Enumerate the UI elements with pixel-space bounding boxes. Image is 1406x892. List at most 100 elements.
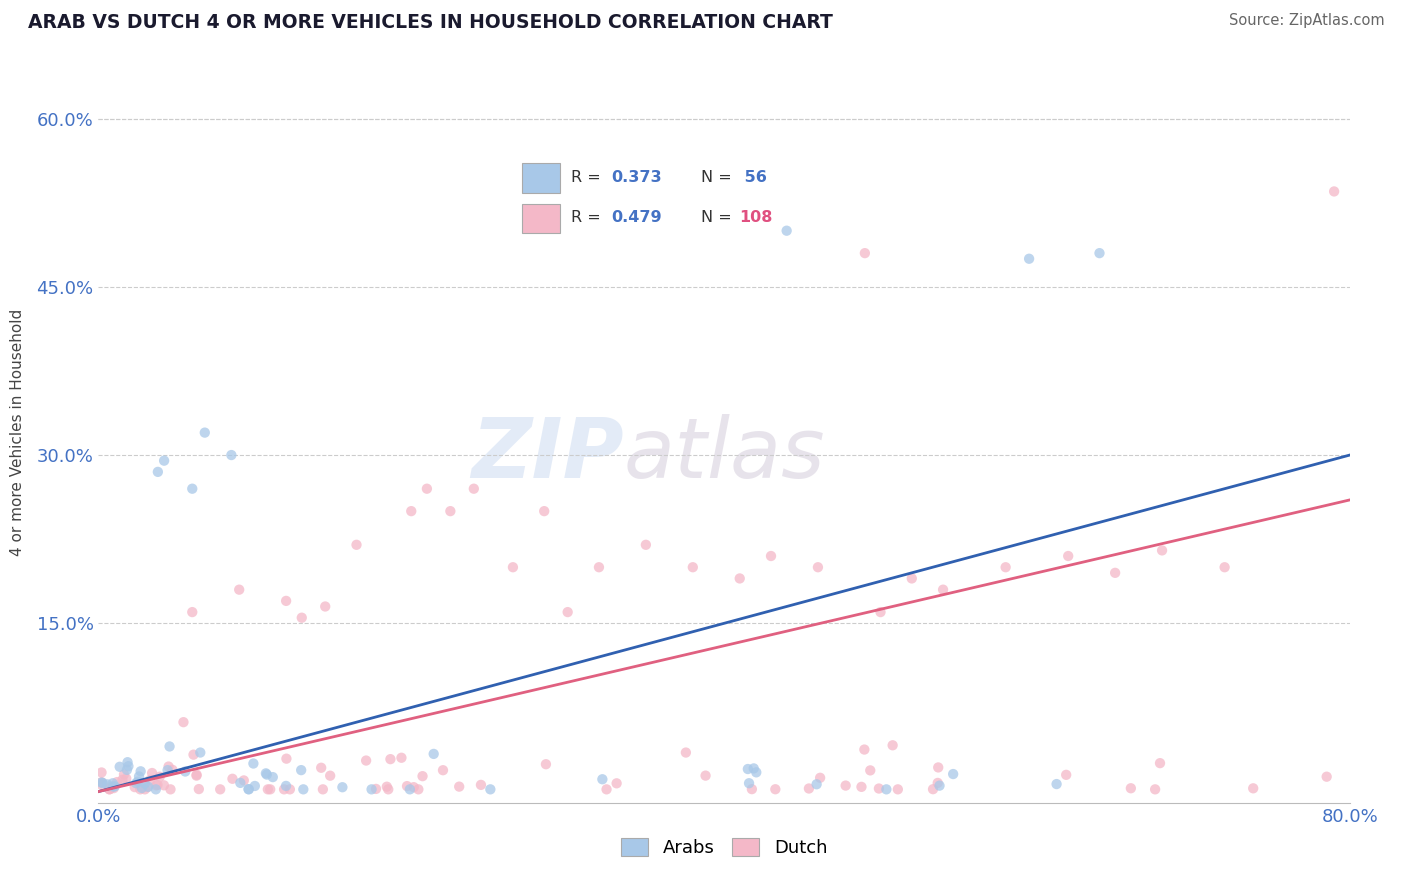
Point (127, 774, 149, 789)
Point (136, 780, 159, 794)
Point (101, 776, 124, 790)
Point (402, 780, 425, 794)
Point (360, 782, 382, 797)
Point (221, 772, 243, 786)
Point (401, 504, 423, 518)
Point (256, 767, 278, 781)
Point (181, 482, 204, 496)
Point (98, 781, 121, 796)
Point (229, 776, 252, 790)
Point (134, 782, 156, 797)
Point (153, 778, 176, 792)
Point (221, 448, 243, 462)
Point (763, 782, 786, 797)
Point (108, 760, 131, 774)
Point (807, 560, 830, 574)
Point (591, 772, 613, 787)
Point (115, 772, 138, 786)
Point (90, 778, 112, 792)
Point (470, 778, 492, 792)
Point (254, 766, 277, 780)
Point (994, 560, 1017, 574)
Point (634, 538, 657, 552)
Point (238, 782, 260, 797)
Point (695, 769, 717, 783)
Point (174, 764, 197, 779)
Point (186, 768, 208, 782)
Point (853, 246, 876, 260)
Point (146, 778, 169, 792)
Point (534, 757, 557, 772)
Point (312, 782, 335, 797)
Point (887, 782, 910, 797)
Point (759, 549, 782, 563)
Point (1152, 543, 1174, 558)
Point (103, 780, 125, 794)
Point (1045, 777, 1067, 791)
Point (153, 453, 176, 467)
Point (162, 763, 184, 777)
Point (1018, 252, 1040, 266)
Point (290, 763, 312, 777)
Legend: Arabs, Dutch: Arabs, Dutch (613, 830, 835, 864)
Point (98, 782, 121, 797)
Point (463, 482, 485, 496)
Point (928, 779, 950, 793)
Point (103, 781, 125, 796)
Point (927, 776, 949, 790)
Point (188, 746, 211, 760)
Point (274, 594, 298, 608)
Point (432, 763, 454, 777)
Point (449, 780, 471, 794)
Point (1213, 560, 1236, 574)
Point (98, 782, 121, 797)
Point (1241, 781, 1264, 796)
Point (932, 582, 955, 597)
Point (391, 751, 413, 765)
Point (346, 538, 368, 552)
Point (1144, 782, 1167, 797)
Point (675, 746, 697, 760)
Point (738, 776, 761, 790)
Point (408, 782, 430, 797)
Point (157, 759, 180, 773)
Point (1323, 185, 1346, 199)
Point (259, 782, 281, 797)
Point (90, 765, 112, 780)
Point (129, 764, 152, 779)
Point (422, 747, 444, 761)
Text: atlas: atlas (624, 414, 825, 495)
Point (380, 752, 402, 766)
Point (149, 770, 172, 784)
Point (209, 782, 232, 797)
Point (104, 780, 127, 794)
Text: ZIP: ZIP (471, 414, 624, 495)
Point (606, 776, 628, 790)
Point (1119, 781, 1142, 796)
Point (91, 776, 114, 790)
Point (412, 769, 434, 783)
Point (533, 504, 555, 518)
Point (479, 782, 502, 797)
Point (728, 571, 751, 585)
Point (146, 465, 169, 479)
Y-axis label: 4 or more Vehicles in Household: 4 or more Vehicles in Household (10, 309, 25, 557)
Point (228, 582, 250, 597)
Point (1316, 770, 1339, 784)
Point (900, 571, 922, 585)
Point (186, 769, 208, 783)
Point (112, 767, 135, 781)
Point (797, 781, 820, 796)
Point (291, 610, 314, 624)
Point (1149, 756, 1171, 771)
Point (257, 782, 280, 797)
Point (90, 775, 112, 789)
Point (834, 779, 856, 793)
Point (377, 782, 399, 797)
Point (742, 761, 765, 775)
Point (145, 778, 167, 792)
Point (141, 766, 163, 780)
Point (1088, 246, 1111, 260)
Point (111, 772, 134, 787)
Point (100, 780, 122, 794)
